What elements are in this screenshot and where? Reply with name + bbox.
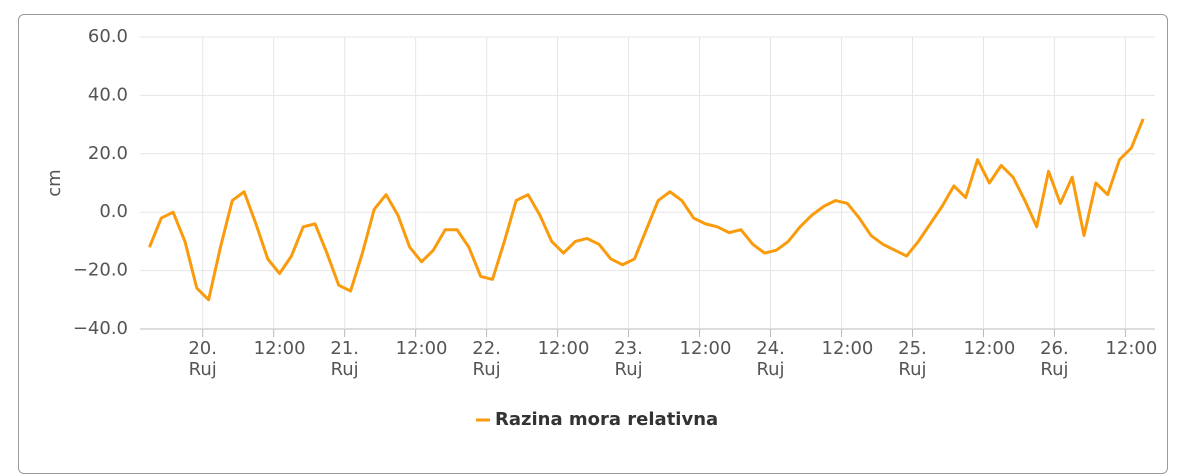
x-tick-label: 12:00 [537, 338, 590, 359]
x-tick-label: 12:00 [679, 338, 732, 359]
legend-label: Razina mora relativna [495, 409, 718, 430]
x-tick-label: 12:00 [963, 338, 1016, 359]
y-tick-label: −20.0 [73, 260, 128, 281]
y-tick-label: 20.0 [88, 143, 128, 164]
x-tick-label: 12:00 [1105, 338, 1158, 359]
y-tick-label: −40.0 [73, 318, 128, 339]
x-tick-label: 12:00 [395, 338, 448, 359]
x-tick-label: 21. Ruj [330, 338, 359, 380]
y-axis-title: cm [44, 169, 65, 196]
series-line [148, 118, 1145, 302]
x-tick-label: 23. Ruj [614, 338, 643, 380]
y-tick-label: 0.0 [99, 201, 128, 222]
x-tick-label: 24. Ruj [756, 338, 785, 380]
y-tick-label: 40.0 [88, 84, 128, 105]
x-tick-label: 12:00 [253, 338, 306, 359]
x-tick-label: 12:00 [821, 338, 874, 359]
x-tick-label: 20. Ruj [188, 338, 217, 380]
y-tick-label: 60.0 [88, 26, 128, 47]
x-tick-label: 26. Ruj [1040, 338, 1069, 380]
x-tick-label: 25. Ruj [898, 338, 927, 380]
x-tick-label: 22. Ruj [472, 338, 501, 380]
